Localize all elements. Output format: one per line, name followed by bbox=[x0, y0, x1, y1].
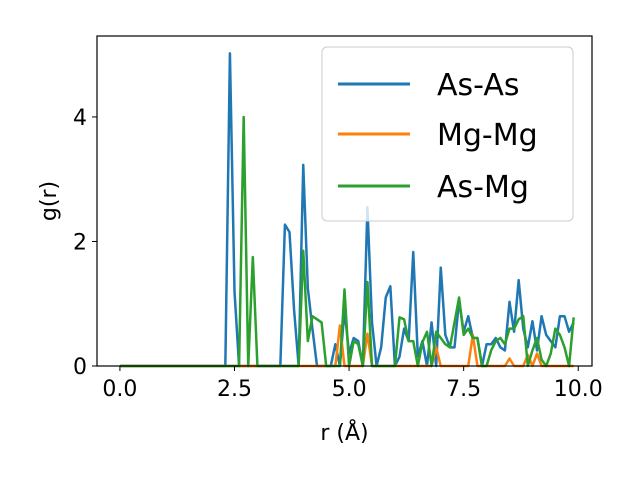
legend-label-as-mg: As-Mg bbox=[437, 170, 529, 205]
legend-frame bbox=[321, 46, 574, 222]
x-tick-label: 10.0 bbox=[554, 377, 603, 402]
x-tick-label: 2.5 bbox=[217, 377, 252, 402]
tick-layer: 0.0 2.5 5.0 7.5 10.0 0 2 4 bbox=[73, 106, 603, 402]
y-tick-label: 0 bbox=[73, 355, 87, 380]
x-tick-label: 5.0 bbox=[332, 377, 367, 402]
legend-label-mg-mg: Mg-Mg bbox=[437, 118, 538, 153]
y-tick-label: 4 bbox=[73, 106, 87, 131]
x-tick-label: 7.5 bbox=[446, 377, 481, 402]
legend: As-As Mg-Mg As-Mg bbox=[321, 46, 574, 222]
x-tick-label: 0.0 bbox=[102, 377, 137, 402]
plot-area-frame bbox=[96, 35, 593, 367]
y-tick-label: 2 bbox=[73, 230, 87, 255]
legend-label-as-as: As-As bbox=[437, 68, 519, 103]
y-axis-label: g(r) bbox=[37, 181, 62, 221]
x-axis-label: r (Å) bbox=[320, 419, 368, 446]
